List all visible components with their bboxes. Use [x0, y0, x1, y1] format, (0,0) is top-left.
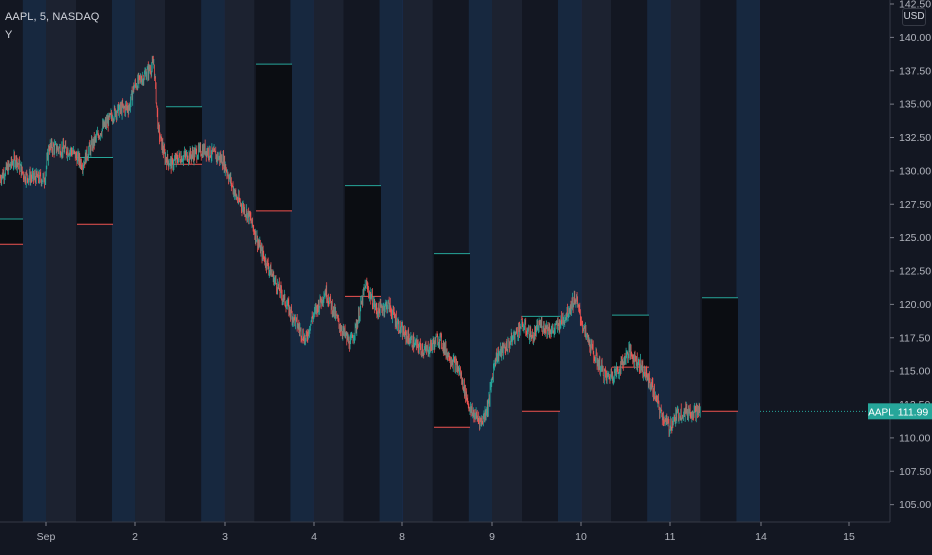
time-tick-label: 4: [311, 531, 317, 543]
session-band: [46, 0, 76, 522]
time-tick-label: Sep: [37, 531, 56, 543]
session-band: [558, 0, 582, 522]
price-tick-label: 142.50: [899, 0, 931, 11]
badge-symbol-bg: [868, 403, 894, 420]
session-band: [76, 0, 112, 522]
price-tick-label: 107.50: [899, 466, 931, 478]
session-band: [165, 0, 202, 522]
price-tick-label: 137.50: [899, 65, 931, 77]
time-tick-label: 15: [843, 531, 855, 543]
time-tick-label: 8: [399, 531, 405, 543]
session-band: [581, 0, 612, 522]
candles: [0, 55, 701, 437]
session-band: [23, 0, 46, 522]
session-band: [469, 0, 492, 522]
price-tick-label: 127.50: [899, 199, 931, 211]
session-band: [700, 0, 737, 522]
price-tick-label: 132.50: [899, 132, 931, 144]
price-tick-label: 140.00: [899, 32, 931, 44]
session-band: [112, 0, 136, 522]
indicator-label: Y: [5, 29, 13, 41]
time-tick-label: 11: [665, 531, 676, 543]
session-band: [135, 0, 166, 522]
session-band: [647, 0, 671, 522]
badge-symbol: AAPL: [868, 407, 894, 418]
price-axis: 105.00107.50110.00112.50115.00117.50120.…: [889, 0, 932, 550]
badge-price-bg: [894, 403, 932, 420]
time-tick-label: 14: [755, 531, 767, 543]
price-tick-label: 115.00: [899, 366, 930, 378]
session-band: [736, 0, 760, 522]
symbol-title: AAPL, 5, NASDAQ: [5, 11, 100, 23]
session-band: [224, 0, 255, 522]
session-bands: [0, 0, 890, 522]
price-tick-label: 135.00: [899, 99, 931, 111]
future-area: [760, 0, 890, 522]
time-tick-label: 2: [132, 531, 138, 543]
price-axis-bg: [890, 0, 932, 550]
session-band: [670, 0, 701, 522]
session-band: [379, 0, 403, 522]
session-band: [290, 0, 314, 522]
session-band: [492, 0, 522, 522]
range-box: [0, 218, 23, 245]
price-tick-label: 130.00: [899, 165, 931, 177]
range-box: [345, 185, 381, 297]
price-tick-label: 117.50: [899, 332, 930, 344]
time-tick-label: 10: [575, 531, 587, 543]
session-band: [0, 0, 23, 522]
price-tick-label: 125.00: [899, 232, 931, 244]
session-band: [201, 0, 225, 522]
range-box: [702, 297, 738, 412]
range-box: [256, 64, 292, 211]
price-tick-label: 105.00: [899, 499, 931, 511]
time-tick-label: 9: [489, 531, 495, 543]
time-tick-label: 3: [222, 531, 228, 543]
time-axis-bg: [0, 522, 932, 550]
badge-price: 111.99: [898, 406, 929, 418]
price-tick-label: 110.00: [899, 432, 930, 444]
price-tick-label: 122.50: [899, 266, 931, 278]
last-price-badge: AAPL 111.99: [760, 403, 932, 420]
time-axis: Sep 2 3 4 8 9 10 11 14 15: [0, 521, 932, 550]
session-band: [402, 0, 433, 522]
price-tick-label: 120.00: [899, 299, 931, 311]
session-band: [611, 0, 648, 522]
session-band: [313, 0, 344, 522]
session-band: [522, 0, 558, 522]
currency-button[interactable]: USD: [902, 8, 926, 26]
